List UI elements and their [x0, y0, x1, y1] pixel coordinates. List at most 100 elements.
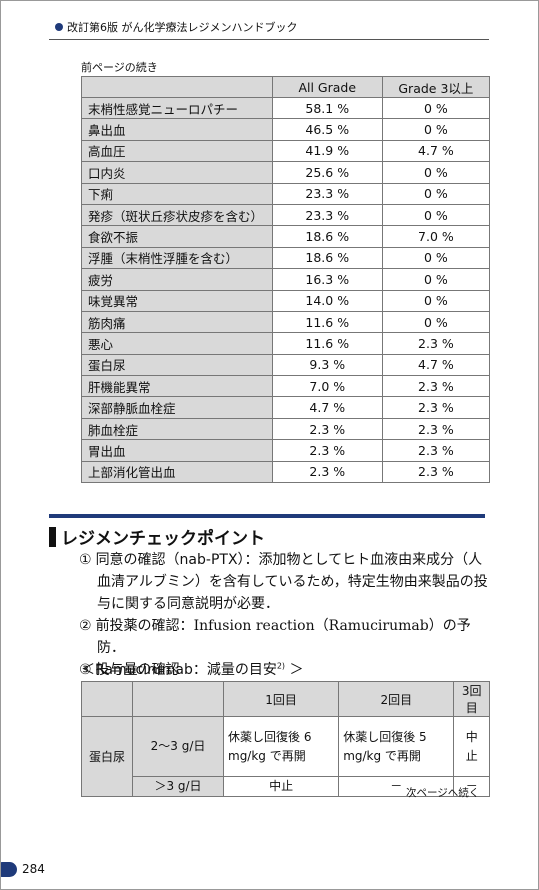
row: 高血圧 41.9 % 4.7 %	[81, 139, 491, 163]
dose-cell: －	[338, 776, 455, 797]
value-cell: 4.7 %	[381, 353, 491, 377]
value-cell: 2.3 %	[381, 375, 491, 398]
value-cell: 11.6 %	[271, 332, 383, 355]
row-label: 鼻出血	[81, 118, 273, 141]
subheading: ＜Ramucirumab：減量の目安2) ＞	[81, 659, 304, 679]
value-cell: 2.3 %	[271, 460, 383, 484]
adverse-table: All Grade Grade 3以上 末梢性感覚ニューロパチー 58.1 % 0 % 鼻…	[81, 76, 491, 484]
row-label: 蛋白尿	[81, 716, 133, 797]
row: 浮腫（末梢性浮腫を含む） 18.6 % 0 %	[81, 246, 491, 270]
citation: 2)	[276, 661, 286, 671]
value-cell: 2.3 %	[381, 417, 491, 441]
row: 深部静脈血栓症 4.7 % 2.3 %	[81, 396, 491, 419]
threshold: 2～3 g/日	[132, 716, 224, 777]
row: 筋肉痛 11.6 % 0 %	[81, 310, 491, 334]
row: 味覚異常 14.0 % 0 %	[81, 289, 491, 312]
item: ③ 投与量の確認	[79, 659, 491, 681]
row: 蛋白尿 9.3 % 4.7 %	[81, 353, 491, 377]
row: 下痢 23.3 % 0 %	[81, 182, 491, 205]
row: 上部消化管出血 2.3 % 2.3 %	[81, 460, 491, 484]
page-number: 284	[22, 862, 45, 876]
row-label: 発疹（斑状丘疹状皮疹を含む）	[81, 203, 273, 227]
value-cell: 7.0 %	[271, 375, 383, 398]
value-cell: 14.0 %	[271, 289, 383, 312]
item-label: 前投薬の確認：	[95, 618, 194, 634]
value-cell: 0 %	[381, 118, 491, 141]
dose-table: 1回目 2回目 3回目 蛋白尿 2～3 g/日 休薬し回復後 6 mg/kg で再開 休薬し…	[81, 681, 490, 797]
subheading-text: ＜Ramucirumab：減量の目安	[81, 662, 277, 678]
row: 鼻出血 46.5 % 0 %	[81, 118, 491, 141]
row-label: 肺血栓症	[81, 417, 273, 441]
dose-cell: 休薬し回復後 6 mg/kg で再開	[222, 716, 340, 777]
row-label: 深部静脈血栓症	[81, 396, 273, 419]
value-cell: 2.3 %	[381, 439, 491, 462]
item: ② 前投薬の確認：Infusion reaction（Ramucirumab）の予…	[79, 615, 491, 659]
value-cell: 0 %	[381, 96, 491, 120]
value-cell: 7.0 %	[381, 225, 491, 248]
row-label: 末梢性感覚ニューロパチー	[81, 96, 273, 120]
item-number: ②	[79, 618, 92, 634]
column-header: Grade 3以上	[381, 76, 491, 98]
page-tab	[1, 862, 17, 877]
section-title: レジメンチェックポイント	[61, 529, 265, 549]
value-cell: 0 %	[381, 182, 491, 205]
row-label: 胃出血	[81, 439, 273, 462]
bullet	[55, 23, 63, 31]
value-cell: 41.9 %	[271, 139, 383, 163]
row: 食欲不振 18.6 % 7.0 %	[81, 225, 491, 248]
value-cell: 4.7 %	[271, 396, 383, 419]
row: 肝機能異常 7.0 % 2.3 %	[81, 375, 491, 398]
value-cell: 2.3 %	[381, 396, 491, 419]
next-note: 次ページへ続く	[406, 787, 480, 799]
row: ＞3 g/日 中止－－	[82, 776, 490, 797]
row-label: 味覚異常	[81, 289, 273, 312]
item-text: Infusion reaction（Ramucirumab）の予防．	[97, 618, 471, 656]
value-cell: 4.7 %	[381, 139, 491, 163]
dose-cell: 中止	[453, 716, 490, 777]
value-cell: 0 %	[381, 310, 491, 334]
item-text: 添加物としてヒト血液由来成分（人血清アルブミン）を含有しているため，特定生物由来…	[97, 552, 488, 612]
value-cell: 2.3 %	[381, 460, 491, 484]
subheading-text: ＞	[285, 662, 304, 678]
header-row: 1回目 2回目 3回目	[81, 681, 490, 717]
item: ① 同意の確認（nab-PTX）：添加物としてヒト血液由来成分（人血清アルブミン）…	[79, 549, 491, 615]
value-cell: 11.6 %	[271, 310, 383, 334]
row-label: 蛋白尿	[81, 353, 273, 377]
value-cell: 16.3 %	[271, 268, 383, 291]
item-number: ③	[79, 662, 92, 678]
value-cell: 23.3 %	[271, 182, 383, 205]
header-title: 改訂第6版 がん化学療法レジメンハンドブック	[67, 21, 298, 34]
value-cell: 2.3 %	[271, 439, 383, 462]
row: 蛋白尿 2～3 g/日 休薬し回復後 6 mg/kg で再開 休薬し回復後 5 mg/…	[81, 716, 490, 797]
row: 末梢性感覚ニューロパチー 58.1 % 0 %	[81, 96, 491, 120]
row-label: 下痢	[81, 182, 273, 205]
value-cell: 9.3 %	[271, 353, 383, 377]
header-row: All Grade Grade 3以上	[81, 76, 491, 98]
column-header: 2回目	[338, 681, 455, 717]
row: 口内炎 25.6 % 0 %	[81, 161, 491, 184]
header-cell	[81, 681, 133, 717]
row: 悪心 11.6 % 2.3 %	[81, 332, 491, 355]
value-cell: 0 %	[381, 203, 491, 227]
row: 疲労 16.3 % 0 %	[81, 268, 491, 291]
header-cell	[81, 76, 273, 98]
threshold: ＞3 g/日	[132, 776, 224, 797]
item-list: ① 同意の確認（nab-PTX）：添加物としてヒト血液由来成分（人血清アルブミン）…	[79, 549, 491, 681]
value-cell: 0 %	[381, 289, 491, 312]
section-bar	[49, 514, 485, 518]
row-label: 筋肉痛	[81, 310, 273, 334]
dose-cell: －	[453, 776, 490, 797]
value-cell: 0 %	[381, 161, 491, 184]
item-number: ①	[79, 552, 92, 568]
value-cell: 25.6 %	[271, 161, 383, 184]
row-label: 肝機能異常	[81, 375, 273, 398]
column-header: 1回目	[222, 681, 340, 717]
value-cell: 2.3 %	[381, 332, 491, 355]
column-header: 3回目	[453, 681, 490, 717]
dose-cell: 休薬し回復後 5 mg/kg で再開	[338, 716, 455, 777]
item-label: 投与量の確認	[95, 662, 180, 678]
value-cell: 58.1 %	[271, 96, 383, 120]
item-label: 同意の確認（nab-PTX）：	[95, 552, 259, 568]
row: 肺血栓症 2.3 % 2.3 %	[81, 417, 491, 441]
